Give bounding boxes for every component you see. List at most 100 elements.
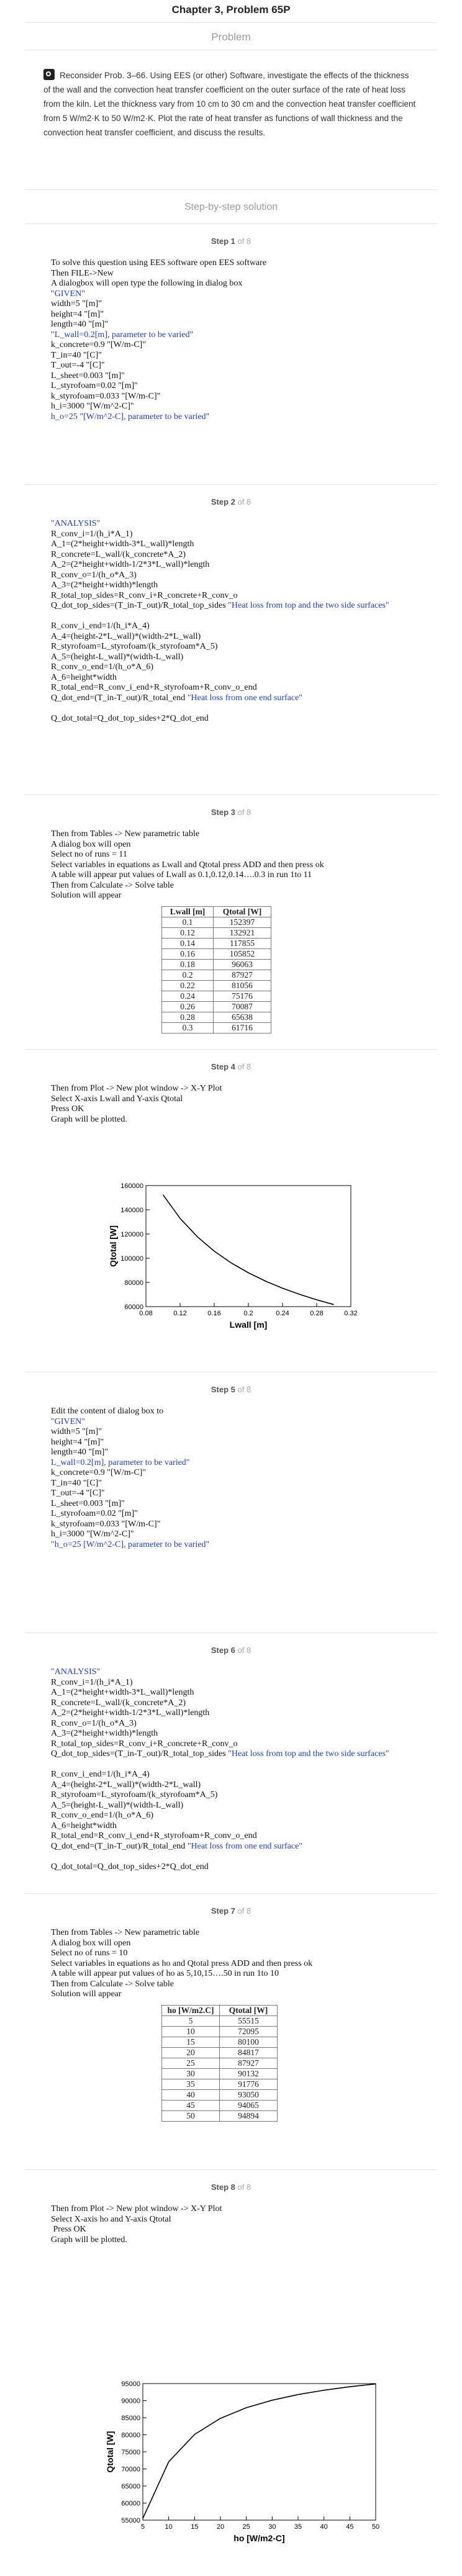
code-line: k_concrete=0.9 "[W/m-C]"	[51, 340, 399, 351]
table-cell: 96063	[214, 959, 271, 970]
code-line: A_2=(2*height+width-1/2*3*L_wall)*length	[51, 560, 399, 570]
y-tick-label: 55000	[121, 2517, 140, 2524]
step-content: Then from Tables -> New parametric table…	[51, 829, 399, 901]
code-line: L_sheet=0.003 "[m]"	[51, 1499, 399, 1510]
step-content: Then from Plot -> New plot window -> X-Y…	[51, 1084, 399, 1125]
step-content: "ANALYSIS"R_conv_i=1/(h_i*A_1)A_1=(2*hei…	[51, 519, 399, 724]
table-header: Qtotal [W]	[214, 906, 271, 917]
code-line: R_styrofoam=L_styrofoam/(k_styrofoam*A_5…	[51, 1790, 399, 1801]
step-card: Step 2 of 8"ANALYSIS"R_conv_i=1/(h_i*A_1…	[25, 484, 437, 795]
step-label: Step 4 of 8	[25, 1062, 437, 1071]
table-cell: 0.18	[162, 959, 214, 970]
y-tick-label: 80000	[124, 1279, 143, 1287]
table-header: Qtotal [W]	[220, 2005, 278, 2015]
table-cell: 25	[162, 2058, 220, 2068]
x-axis-label: Lwall [m]	[230, 1320, 268, 1330]
code-line: Q_dot_top_sides=(T_in-T_out)/R_total_top…	[51, 601, 399, 611]
code-line: A_3=(2*height+width)*length	[51, 1729, 399, 1739]
y-tick-label: 140000	[120, 1207, 143, 1214]
code-line: length=40 "[m]"	[51, 1448, 399, 1458]
code-line: Select X-axis Lwall and Y-axis Qtotal	[51, 1094, 399, 1105]
x-tick-label: 30	[268, 2523, 276, 2531]
code-line: Then from Calculate -> Solve table	[51, 1979, 399, 1990]
code-line: h_i=3000 "[W/m^2-C]"	[51, 1529, 399, 1540]
y-tick-label: 160000	[120, 1182, 143, 1190]
code-line: "GIVEN"	[51, 1417, 399, 1428]
table-cell: 132921	[214, 927, 271, 938]
code-line	[51, 1852, 399, 1862]
problem-section-label: Problem	[0, 31, 462, 43]
code-line: Q_dot_total=Q_dot_top_sides+2*Q_dot_end	[51, 1862, 399, 1873]
code-line: Edit the content of dialog box to	[51, 1407, 399, 1417]
x-tick-label: 15	[191, 2523, 198, 2531]
code-line: Then from Tables -> New parametric table	[51, 1928, 399, 1939]
step-label: Step 5 of 8	[25, 1385, 437, 1394]
code-line: k_styrofoam=0.033 "[W/m-C]"	[51, 392, 399, 402]
table-cell: 0.14	[162, 938, 214, 948]
code-line: A_3=(2*height+width)*length	[51, 580, 399, 591]
table-cell: 91776	[220, 2079, 278, 2089]
code-line: k_concrete=0.9 "[W/m-C]"	[51, 1468, 399, 1479]
table-cell: 94894	[220, 2110, 278, 2121]
code-line: height=4 "[m]"	[51, 1438, 399, 1448]
y-tick-label: 75000	[121, 2449, 140, 2456]
code-line: "L_wall=0.2[m], parameter to be varied"	[51, 330, 399, 341]
table-cell: 20	[162, 2047, 220, 2058]
code-line: T_in=40 "[C]"	[51, 351, 399, 361]
step-total: of 8	[235, 236, 251, 246]
code-line: Select no of runs = 10	[51, 1948, 399, 1959]
code-line: length=40 "[m]"	[51, 320, 399, 330]
code-line: Then from Plot -> New plot window -> X-Y…	[51, 2204, 399, 2215]
page-title: Chapter 3, Problem 65P	[0, 4, 462, 16]
code-line: Then FILE->New	[51, 269, 399, 279]
code-line: Then from Calculate -> Solve table	[51, 881, 399, 891]
table-cell: 0.3	[162, 1022, 214, 1033]
table-cell: 45	[162, 2100, 220, 2110]
code-line: h_o=25 "[W/m^2-C], parameter to be varie…	[51, 412, 399, 423]
table-cell: 5	[162, 2015, 220, 2026]
code-line: Graph will be plotted.	[51, 1115, 399, 1125]
step-content: Edit the content of dialog box to"GIVEN"…	[51, 1407, 399, 1550]
code-line: A_1=(2*height+width-3*L_wall)*length	[51, 1688, 399, 1698]
problem-statement: Reconsider Prob. 3–66. Using EES (or oth…	[43, 68, 416, 140]
code-line	[51, 611, 399, 622]
step-card: Step 6 of 8"ANALYSIS"R_conv_i=1/(h_i*A_1…	[25, 1633, 437, 1894]
step-total: of 8	[235, 497, 251, 507]
code-line: Select variables in equations as ho and …	[51, 1959, 399, 1970]
step-card: Step 1 of 8 To solve this question using …	[25, 223, 437, 485]
code-line: L_sheet=0.003 "[m]"	[51, 371, 399, 382]
x-tick-label: 35	[294, 2523, 302, 2531]
step-number: Step 1	[211, 236, 235, 246]
table-cell: 15	[162, 2037, 220, 2047]
code-line: A dialogbox will open type the following…	[51, 279, 399, 289]
x-axis-label: ho [W/m2-C]	[233, 2533, 284, 2543]
table-cell: 50	[162, 2110, 220, 2121]
step-total: of 8	[235, 1906, 251, 1916]
code-line: width=5 "[m]"	[51, 299, 399, 310]
code-line: Graph will be plotted.	[51, 2235, 399, 2246]
code-line: A_5=(height-L_wall)*(width-L_wall)	[51, 652, 399, 663]
x-tick-label: 50	[372, 2523, 379, 2531]
y-tick-label: 100000	[120, 1255, 143, 1263]
code-line: To solve this question using EES softwar…	[51, 258, 399, 269]
code-line: "ANALYSIS"	[51, 519, 399, 529]
code-line: Q_dot_end=(T_in-T_out)/R_total_end "Heat…	[51, 693, 399, 704]
code-line: Select X-axis ho and Y-axis Qtotal	[51, 2215, 399, 2225]
table-header: ho [W/m2.C]	[162, 2005, 220, 2015]
x-tick-label: 0.24	[276, 1310, 289, 1317]
code-line: Press OK	[51, 2225, 399, 2235]
